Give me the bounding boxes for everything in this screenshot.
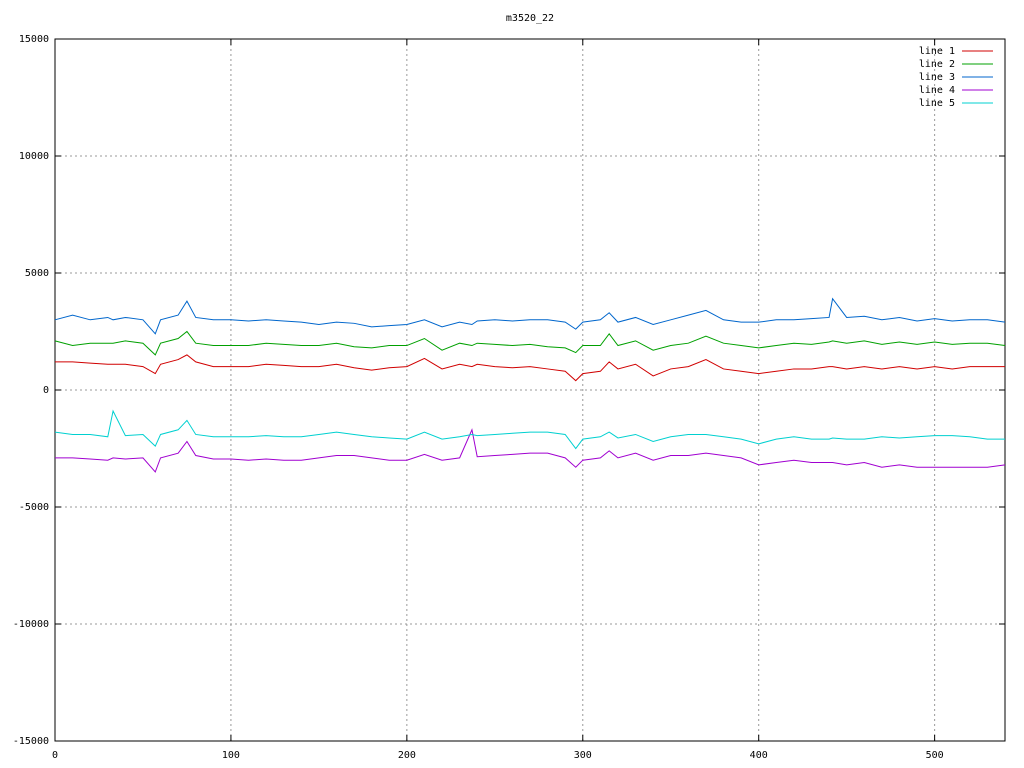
data-line <box>54 409 1005 450</box>
data-line <box>55 354 1005 382</box>
legend-label: line 1 <box>919 46 955 57</box>
legend-label: line 3 <box>919 72 955 83</box>
y-tick-label: 5000 <box>25 268 49 279</box>
legend-label: line 4 <box>919 85 955 96</box>
x-tick-label: 300 <box>574 750 592 761</box>
plot-frame <box>54 38 1006 742</box>
y-tick-label: -10000 <box>13 619 49 630</box>
x-tick-label: 400 <box>750 750 768 761</box>
y-tick-label: -15000 <box>13 736 49 747</box>
x-tick-label: 200 <box>398 750 416 761</box>
legend-label: line 5 <box>919 98 955 109</box>
legend-label: line 2 <box>919 59 955 70</box>
y-tick-label: 10000 <box>19 151 49 162</box>
data-line <box>55 428 1006 473</box>
chart-title: m3520_22 <box>506 13 554 24</box>
y-tick-label: 15000 <box>19 34 49 45</box>
data-line <box>54 297 1006 335</box>
y-tick-label: -5000 <box>19 502 49 513</box>
data-line <box>54 330 1006 356</box>
x-tick-label: 500 <box>926 750 944 761</box>
x-tick-label: 100 <box>222 750 240 761</box>
y-tick-label: 0 <box>43 385 49 396</box>
x-tick-label: 0 <box>52 750 58 761</box>
